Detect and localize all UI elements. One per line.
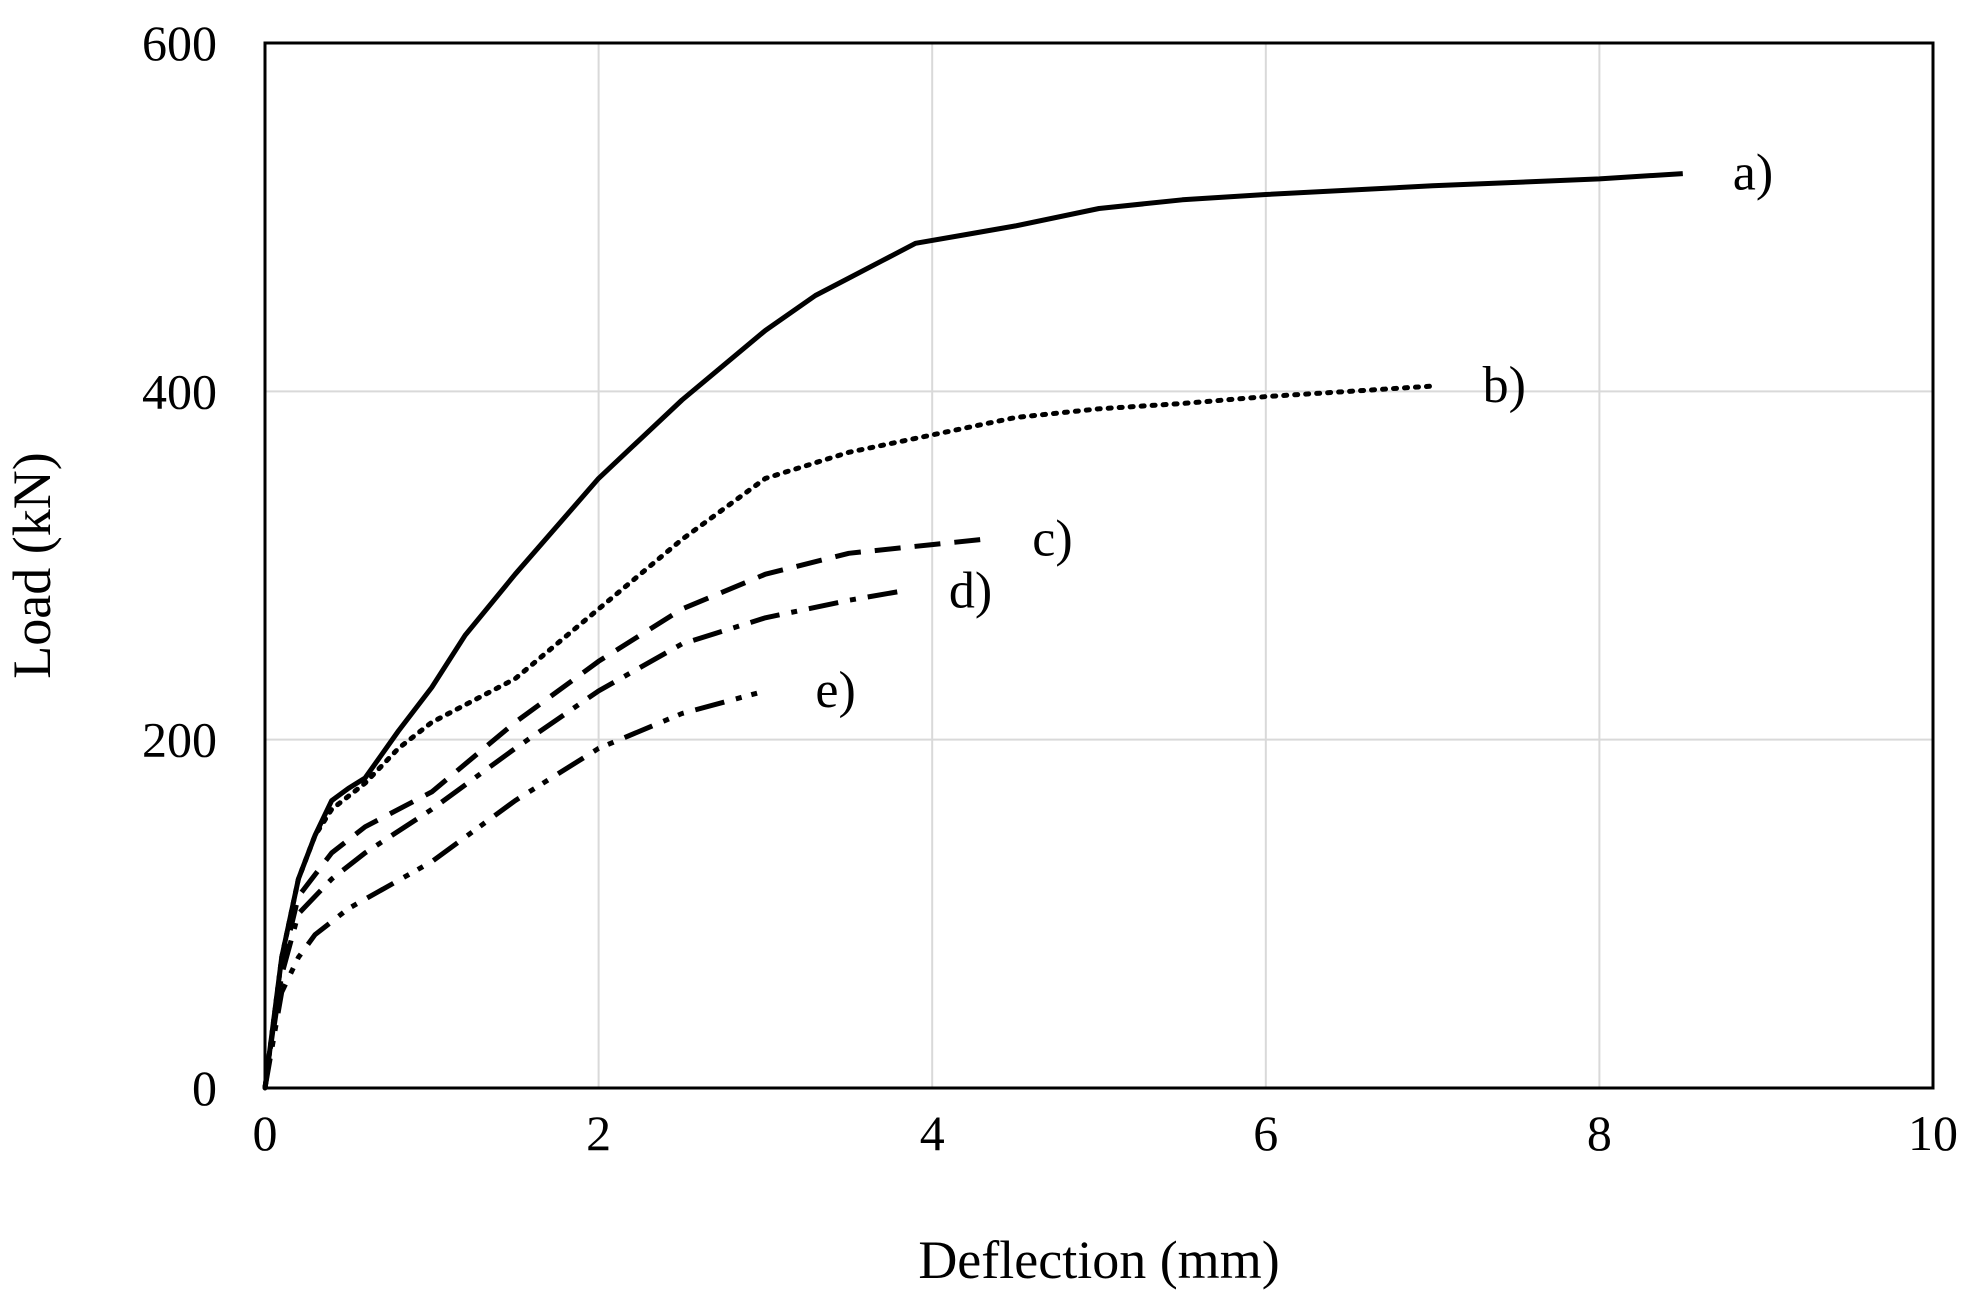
y-tick-label: 400	[142, 363, 217, 419]
y-tick-label: 0	[192, 1060, 217, 1116]
series-line-2	[262, 383, 1436, 1091]
tick-label-layer: 0 2 4 6 8 10 0 200 400 600	[142, 15, 1958, 1161]
series-line-3	[262, 536, 983, 1089]
series-line-1	[262, 171, 1683, 1089]
series-line-4	[262, 589, 900, 1089]
y-axis-title: Load (kN)	[2, 452, 62, 678]
series-label-3: c)	[1032, 510, 1072, 567]
x-axis-title: Deflection (mm)	[918, 1230, 1279, 1290]
x-tick-label: 0	[253, 1105, 278, 1161]
series-label-1: a)	[1733, 145, 1773, 202]
plot-area-frame	[263, 41, 1935, 1090]
x-tick-label: 6	[1253, 1105, 1278, 1161]
series-layer	[262, 171, 1683, 1091]
series-label-4: d)	[949, 563, 992, 620]
series-label-2: b)	[1483, 357, 1526, 414]
series-label-5: e)	[815, 662, 855, 719]
x-tick-label: 8	[1587, 1105, 1612, 1161]
x-tick-label: 2	[586, 1105, 611, 1161]
grid-layer	[265, 43, 1933, 1088]
series-line-5	[262, 688, 767, 1089]
series-label-layer: a) b) c) d) e)	[815, 145, 1773, 719]
x-tick-label: 10	[1908, 1105, 1958, 1161]
x-tick-label: 4	[920, 1105, 945, 1161]
y-tick-label: 200	[142, 712, 217, 768]
y-tick-label: 600	[142, 15, 217, 71]
